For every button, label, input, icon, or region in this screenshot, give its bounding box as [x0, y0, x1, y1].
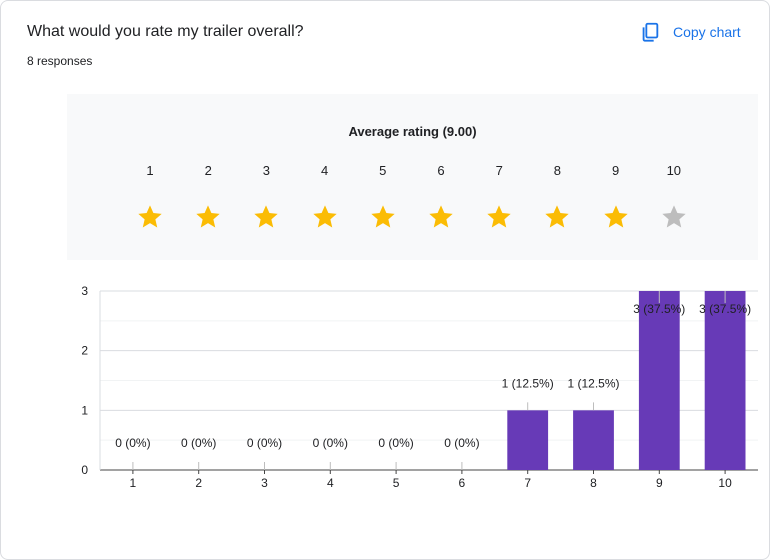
y-tick-label: 1 [81, 403, 88, 417]
question-title: What would you rate my trailer overall? [27, 23, 304, 40]
star-filled-icon [196, 205, 220, 228]
x-tick-label: 8 [590, 476, 597, 490]
star-number: 6 [437, 163, 445, 178]
star-number: 4 [320, 163, 329, 178]
star-number: 10 [666, 163, 682, 178]
data-label: 0 (0%) [247, 436, 282, 450]
x-tick-label: 5 [393, 476, 400, 490]
star-filled-icon [312, 205, 337, 228]
star-filled-icon [429, 205, 453, 228]
average-rating-title: Average rating (9.00) [348, 124, 477, 139]
x-tick-label: 2 [195, 476, 202, 490]
star-filled-icon [254, 205, 279, 228]
star-column-6: 6 [421, 161, 461, 231]
rating-bar-chart: 0 1 2 3 0 (0%) 1 0 (0%) 2 0 (0%) 3 0 (0%) 4 0 (0%) 5 0… [81, 284, 758, 490]
data-label: 0 (0%) [181, 436, 216, 450]
x-tick-label: 1 [130, 476, 137, 490]
star-filled-icon [603, 205, 628, 228]
x-tick-label: 9 [656, 476, 663, 490]
data-label: 0 (0%) [115, 436, 150, 450]
data-label: 0 (0%) [444, 436, 479, 450]
bar-9 [638, 291, 680, 470]
data-label: 0 (0%) [313, 436, 348, 450]
star-filled-icon [545, 205, 570, 228]
data-label: 3 (37.5%) [633, 302, 685, 316]
star-column-8: 8 [537, 161, 577, 231]
star-column-9: 9 [596, 161, 636, 231]
data-label: 3 (37.5%) [699, 302, 751, 316]
star-empty-icon [662, 205, 686, 228]
bar-7 [507, 410, 549, 470]
average-rating-panel: Average rating (9.00) 1 2 3 4 5 6 7 8 9 10 [67, 94, 758, 260]
copy-icon [639, 21, 661, 43]
star-filled-icon [487, 205, 511, 228]
bar-8 [573, 410, 614, 470]
star-column-2: 2 [188, 161, 228, 231]
copy-chart-label: Copy chart [673, 24, 741, 40]
star-number: 5 [379, 163, 387, 178]
star-filled-icon [138, 205, 162, 228]
x-tick-label: 3 [261, 476, 268, 490]
y-tick-label: 2 [81, 344, 88, 358]
star-number: 8 [553, 163, 561, 178]
star-number: 9 [611, 163, 620, 178]
data-label: 1 (12.5%) [567, 376, 619, 390]
x-tick-label: 4 [327, 476, 334, 490]
x-tick-label: 10 [718, 476, 732, 490]
data-label: 1 (12.5%) [502, 376, 554, 390]
response-count: 8 responses [27, 54, 93, 68]
star-number: 3 [262, 163, 270, 178]
star-number: 1 [146, 163, 154, 178]
bar-10 [704, 291, 746, 470]
star-number: 2 [204, 163, 212, 178]
x-tick-label: 6 [459, 476, 466, 490]
data-label: 0 (0%) [378, 436, 413, 450]
star-column-10: 10 [654, 161, 694, 231]
star-column-5: 5 [363, 161, 403, 231]
star-number: 7 [495, 163, 503, 178]
star-column-4: 4 [305, 161, 345, 231]
star-column-1: 1 [130, 161, 170, 231]
y-tick-label: 0 [81, 463, 88, 477]
x-tick-label: 7 [524, 476, 531, 490]
y-tick-label: 3 [81, 284, 88, 298]
star-filled-icon [371, 205, 395, 228]
copy-chart-button[interactable]: Copy chart [635, 19, 745, 45]
star-column-7: 7 [479, 161, 519, 231]
star-column-3: 3 [246, 161, 286, 231]
